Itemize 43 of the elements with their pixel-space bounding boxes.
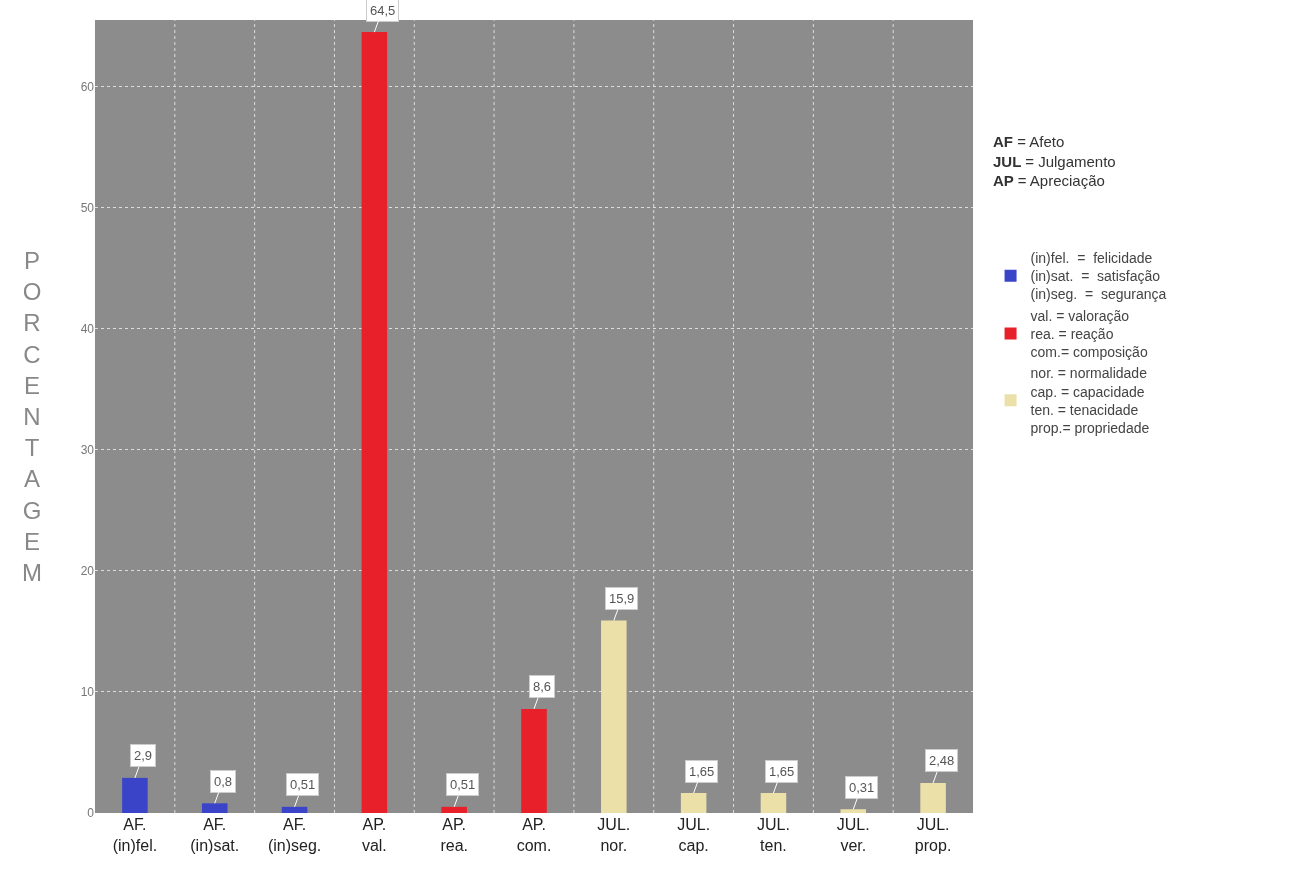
data-label: 64,5: [370, 3, 396, 18]
data-label: 1,65: [769, 764, 795, 779]
bar: [760, 793, 787, 813]
bar: [601, 620, 627, 813]
y-tick-label: 10: [80, 685, 95, 700]
data-label: 15,9: [609, 591, 635, 606]
y-tick-label: 30: [80, 442, 95, 457]
data-label: 0,51: [290, 777, 316, 792]
x-tick-label: AF. (in)sat.: [190, 816, 240, 854]
data-label: 2,9: [134, 748, 153, 763]
bar: [281, 806, 308, 813]
bar: [361, 32, 388, 813]
x-tick-label: AP. com.: [516, 816, 552, 854]
text: AF = Afeto JUL = Julgamento AP = Apreciação: [993, 133, 1116, 189]
text: PORCENTAGEM: [22, 247, 42, 586]
data-label: 0,31: [849, 780, 875, 795]
bar: [680, 793, 707, 813]
data-label: 2,48: [929, 753, 955, 768]
bar: [521, 708, 547, 813]
y-tick-label: 50: [80, 200, 95, 215]
data-label: 8,6: [533, 679, 552, 694]
y-tick-label: 60: [80, 79, 95, 94]
x-tick-label: JUL. ver.: [836, 816, 870, 854]
bar: [840, 809, 867, 813]
x-tick-label: AF. (in)seg.: [267, 816, 322, 854]
y-tick-label: 20: [80, 564, 95, 579]
x-tick-label: JUL. ten.: [757, 816, 790, 854]
x-tick-label: AF. (in)fel.: [112, 816, 158, 854]
x-tick-label: JUL. prop.: [914, 816, 952, 854]
bar: [441, 806, 467, 813]
x-tick-label: JUL. nor.: [597, 816, 631, 854]
bar: [201, 803, 228, 813]
x-tick-label: JUL. cap.: [677, 816, 711, 854]
bar: [122, 777, 148, 813]
x-tick-label: AP. rea.: [440, 816, 468, 854]
bar: [920, 782, 946, 813]
data-label: 0,8: [214, 774, 233, 789]
legend-label: nor. = normalidade cap. = capacidade ten. = tenacidade prop.= propriedade: [1030, 365, 1150, 436]
x-tick-label: AP. val.: [361, 816, 387, 854]
data-label: 1,65: [689, 764, 715, 779]
data-label: 0,51: [450, 777, 476, 792]
y-tick-label: 0: [87, 806, 95, 821]
y-tick-label: 40: [80, 321, 95, 336]
